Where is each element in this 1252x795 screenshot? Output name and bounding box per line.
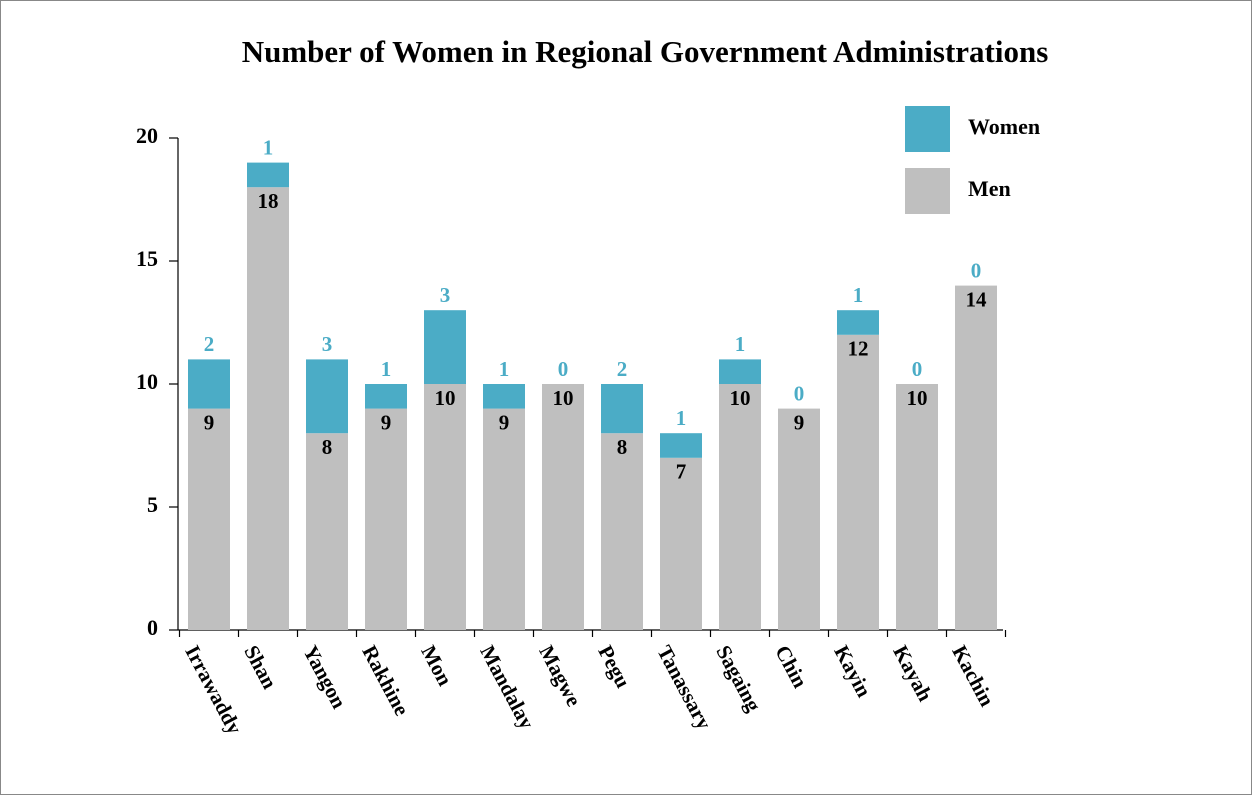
value-label: 8 xyxy=(322,435,333,459)
bar-segment xyxy=(719,384,761,630)
x-tick-label: Mandalay xyxy=(475,641,539,733)
x-tick-label: Kayin xyxy=(829,641,876,701)
x-tick-label: Rakhine xyxy=(357,641,414,719)
bar-segment xyxy=(365,408,407,630)
value-label: 7 xyxy=(676,460,687,484)
x-tick-label: Magwe xyxy=(534,641,586,710)
y-tick-label: 5 xyxy=(147,492,158,517)
value-label: 2 xyxy=(204,332,215,356)
legend-swatch xyxy=(905,168,950,214)
bar-segment xyxy=(483,408,525,630)
x-tick-label: Shan xyxy=(239,641,282,693)
x-tick-label: Sagaing xyxy=(711,641,766,716)
bar-segment xyxy=(424,384,466,630)
legend-label: Women xyxy=(968,114,1040,139)
value-label: 8 xyxy=(617,435,628,459)
value-label: 10 xyxy=(730,386,751,410)
x-tick-label: Chin xyxy=(770,641,812,692)
value-label: 0 xyxy=(971,258,982,282)
value-label: 9 xyxy=(794,410,805,434)
y-tick-label: 20 xyxy=(136,123,158,148)
bar-segment xyxy=(306,359,348,434)
x-tick-label: Kachin xyxy=(947,641,999,710)
bar-segment xyxy=(660,433,702,458)
bar-segment xyxy=(306,433,348,630)
bar-segment xyxy=(778,408,820,630)
value-label: 9 xyxy=(381,410,392,434)
value-label: 1 xyxy=(853,283,864,307)
bar-segment xyxy=(719,359,761,384)
value-label: 1 xyxy=(263,135,274,159)
value-label: 0 xyxy=(794,381,805,405)
bar-segment xyxy=(247,162,289,188)
x-tick-label: Mon xyxy=(416,641,457,690)
value-label: 9 xyxy=(499,410,510,434)
bar-segment xyxy=(955,285,997,630)
value-label: 1 xyxy=(499,357,510,381)
x-tick-label: Tanassary xyxy=(652,641,716,733)
value-label: 3 xyxy=(440,283,451,307)
value-label: 0 xyxy=(558,357,569,381)
legend-label: Men xyxy=(968,176,1011,201)
legend-swatch xyxy=(905,106,950,152)
x-tick-label: Yangon xyxy=(298,641,351,712)
y-tick-label: 0 xyxy=(147,615,158,640)
bar-segment xyxy=(837,334,879,630)
bar-segment xyxy=(188,359,230,409)
value-label: 14 xyxy=(966,287,988,311)
bar-segment xyxy=(424,310,466,384)
bar-segment xyxy=(188,408,230,630)
bar-segment xyxy=(601,384,643,434)
value-label: 12 xyxy=(848,337,869,361)
y-tick-label: 10 xyxy=(136,369,158,394)
bar-segment xyxy=(837,310,879,335)
y-tick-label: 15 xyxy=(136,246,158,271)
value-label: 3 xyxy=(322,332,333,356)
value-label: 10 xyxy=(553,386,574,410)
bar-segment xyxy=(601,433,643,630)
value-label: 9 xyxy=(204,410,215,434)
value-label: 18 xyxy=(258,189,279,213)
value-label: 10 xyxy=(435,386,456,410)
value-label: 1 xyxy=(735,332,746,356)
value-label: 10 xyxy=(907,386,928,410)
bar-segment xyxy=(660,457,702,630)
x-tick-label: Kayah xyxy=(888,641,937,705)
value-label: 2 xyxy=(617,357,628,381)
bar-segment xyxy=(483,384,525,409)
x-tick-label: Irrawaddy xyxy=(180,641,247,738)
value-label: 0 xyxy=(912,357,923,381)
bar-segment xyxy=(542,384,584,630)
x-tick-label: Pegu xyxy=(593,641,635,692)
value-label: 1 xyxy=(381,357,392,381)
bar-segment xyxy=(896,384,938,630)
bar-segment xyxy=(365,384,407,409)
value-label: 1 xyxy=(676,406,687,430)
chart-title: Number of Women in Regional Government A… xyxy=(242,34,1049,69)
bar-segment xyxy=(247,187,289,630)
